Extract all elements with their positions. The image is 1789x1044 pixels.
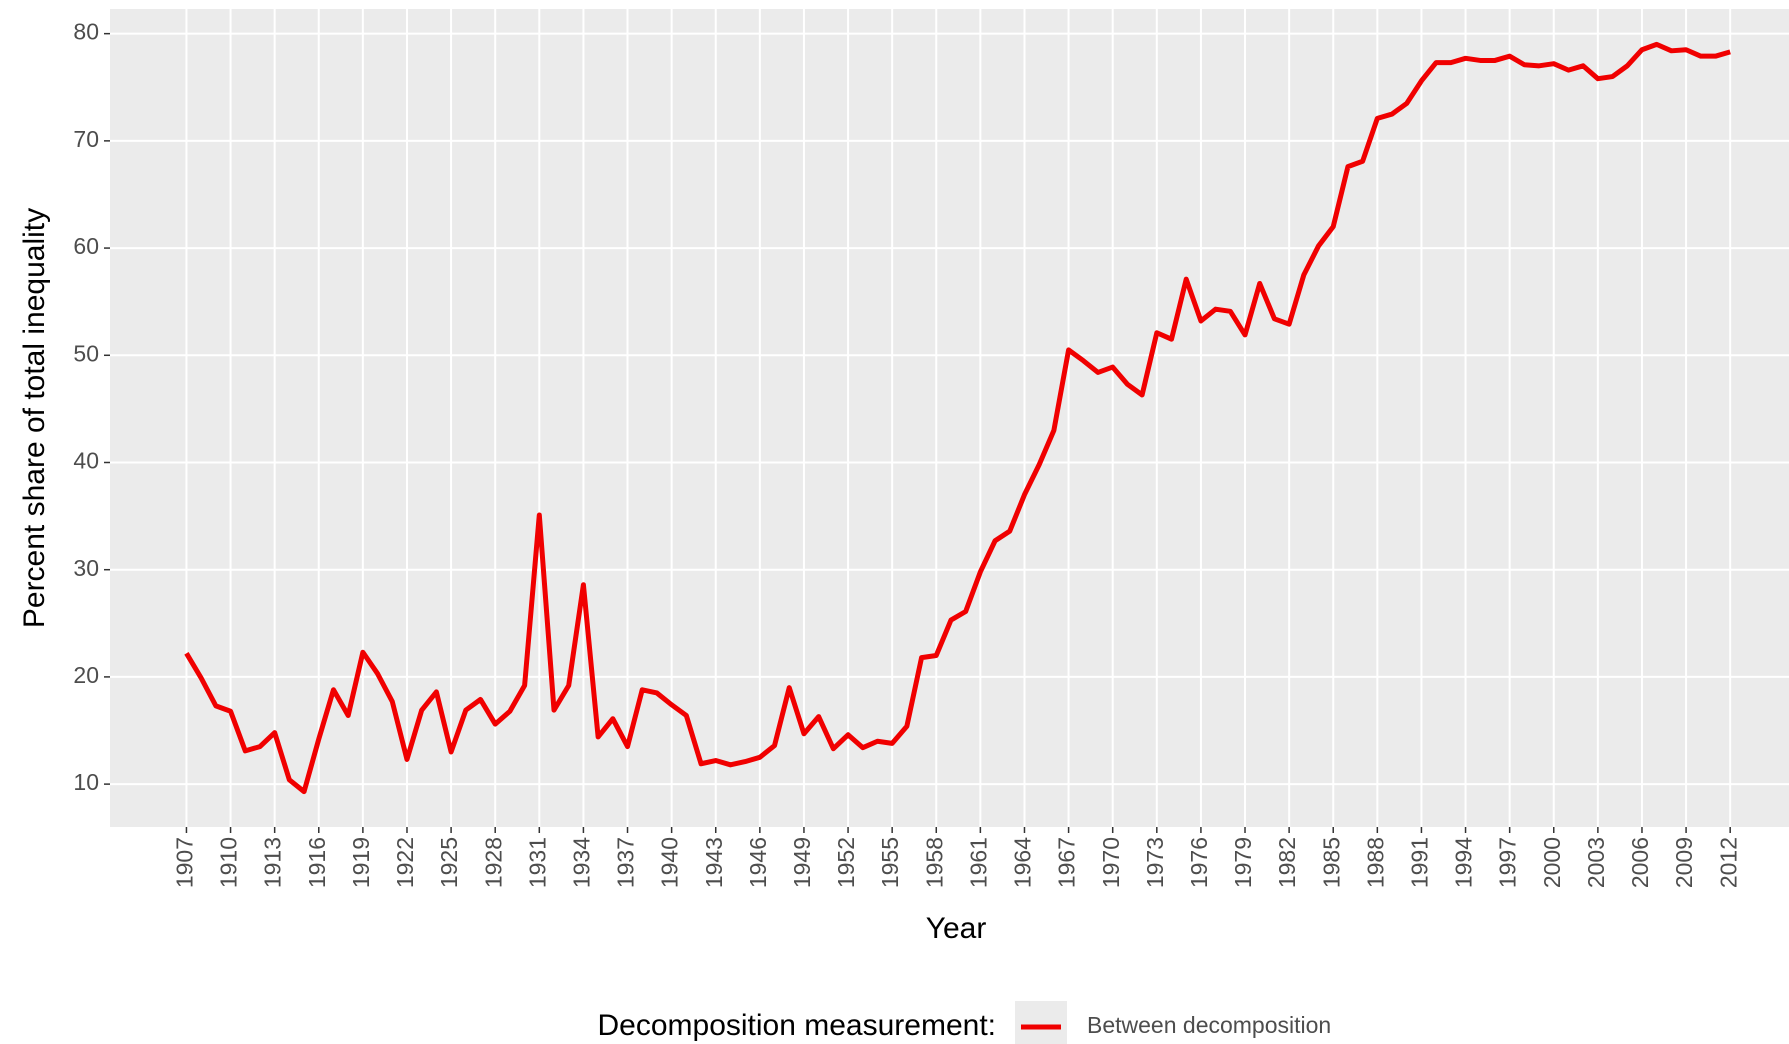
y-tick-label: 70	[73, 126, 99, 152]
y-tick-label: 50	[73, 340, 99, 366]
x-tick-label: 1967	[1054, 837, 1080, 888]
x-tick-label: 1910	[216, 837, 242, 888]
x-tick-label: 1952	[833, 837, 859, 888]
x-tick-label: 1979	[1230, 837, 1256, 888]
x-tick-label: 1961	[965, 837, 991, 888]
x-tick-label: 1937	[613, 837, 639, 888]
x-tick-label: 2012	[1715, 837, 1741, 888]
x-tick-label: 1943	[701, 837, 727, 888]
x-tick-label: 2000	[1539, 837, 1565, 888]
x-tick-label: 1997	[1495, 837, 1521, 888]
x-tick-label: 2009	[1671, 837, 1697, 888]
x-tick-label: 1958	[921, 837, 947, 888]
x-tick-label: 1928	[480, 837, 506, 888]
x-axis-title: Year	[926, 912, 987, 945]
x-tick-label: 1940	[657, 837, 683, 888]
y-tick-label: 40	[73, 448, 99, 474]
x-tick-label: 1994	[1451, 837, 1477, 888]
legend-title: Decomposition measurement:	[597, 1009, 996, 1042]
y-tick-label: 60	[73, 233, 99, 259]
x-tick-label: 1964	[1010, 837, 1036, 888]
x-tick-label: 1949	[789, 837, 815, 888]
x-tick-label: 2003	[1583, 837, 1609, 888]
line	[184, 41, 1731, 795]
x-tick-label: 1970	[1098, 837, 1124, 888]
y-axis-title: Percent share of total inequality	[18, 208, 51, 628]
x-tick-label: 1988	[1362, 837, 1388, 888]
y-tick-label: 80	[73, 19, 99, 45]
x-tick-label: 1922	[392, 837, 418, 888]
x-tick-label: 1955	[877, 837, 903, 888]
x-tick-label: 1934	[568, 837, 594, 888]
legend-key	[1015, 1001, 1067, 1044]
x-tick-label: 1991	[1407, 837, 1433, 888]
legend-label: Between decomposition	[1087, 1012, 1331, 1038]
x-tick-label: 1931	[524, 837, 550, 888]
x-tick-label: 1982	[1274, 837, 1300, 888]
x-tick-label: 1985	[1318, 837, 1344, 888]
x-tick-label: 1976	[1186, 837, 1212, 888]
panel	[110, 9, 1789, 827]
x-tick-label: 1916	[304, 837, 330, 888]
y-tick-label: 30	[73, 555, 99, 581]
y-tick-label: 20	[73, 662, 99, 688]
x-tick-label: 1925	[436, 837, 462, 888]
x-tick-label: 1919	[348, 837, 374, 888]
y-tick-label: 10	[73, 769, 99, 795]
x-tick-label: 1946	[745, 837, 771, 888]
x-tick-label: 1973	[1142, 837, 1168, 888]
x-tick-label: 2006	[1627, 837, 1653, 888]
x-tick-label: 1913	[260, 837, 286, 888]
x-tick-label: 1907	[172, 837, 198, 888]
